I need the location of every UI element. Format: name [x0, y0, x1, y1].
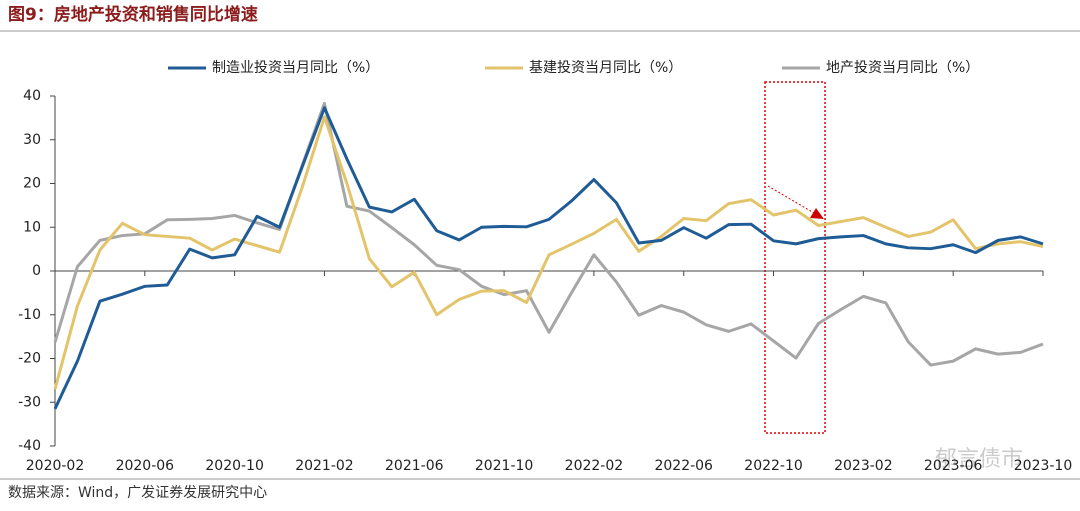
x-tick-label: 2022-02: [565, 458, 624, 474]
y-tick-label: -10: [18, 307, 41, 323]
x-tick-label: 2023-02: [834, 458, 893, 474]
x-tick-label: 2021-02: [295, 458, 354, 474]
y-tick-label: 30: [23, 132, 41, 148]
source-note: 数据来源：Wind，广发证券发展研究中心: [8, 485, 267, 501]
x-tick-label: 2022-06: [654, 458, 713, 474]
y-tick-label: -40: [18, 438, 41, 454]
annotation-arrow: [767, 185, 815, 214]
x-tick-label: 2020-06: [116, 458, 175, 474]
series-line: [53, 101, 1044, 367]
y-tick-label: -20: [18, 351, 41, 367]
watermark: 郁言债市: [935, 447, 1023, 472]
y-tick-label: 0: [32, 263, 41, 279]
highlight-box: [764, 81, 826, 434]
x-tick-label: 2023-06: [924, 458, 983, 474]
y-tick-label: 10: [23, 219, 41, 235]
x-tick-label: 2021-06: [385, 458, 444, 474]
x-tick-label: 2020-02: [26, 458, 85, 474]
series-line: [53, 115, 1044, 390]
legend-label: 制造业投资当月同比（%）: [212, 60, 379, 76]
chart-title: 图9：房地产投资和销售同比增速: [8, 4, 258, 25]
y-tick-label: 40: [23, 88, 41, 104]
x-tick-label: 2021-10: [475, 458, 534, 474]
legend-label: 地产投资当月同比（%）: [826, 60, 979, 76]
x-tick-label: 2023-10: [1014, 458, 1073, 474]
x-tick-label: 2022-10: [744, 458, 803, 474]
arrow-head: [810, 208, 824, 219]
series-line: [53, 106, 1044, 410]
y-tick-label: -30: [18, 394, 41, 410]
legend-label: 基建投资当月同比（%）: [529, 59, 682, 76]
x-tick-label: 2020-10: [205, 458, 264, 474]
y-tick-label: 20: [23, 176, 41, 192]
